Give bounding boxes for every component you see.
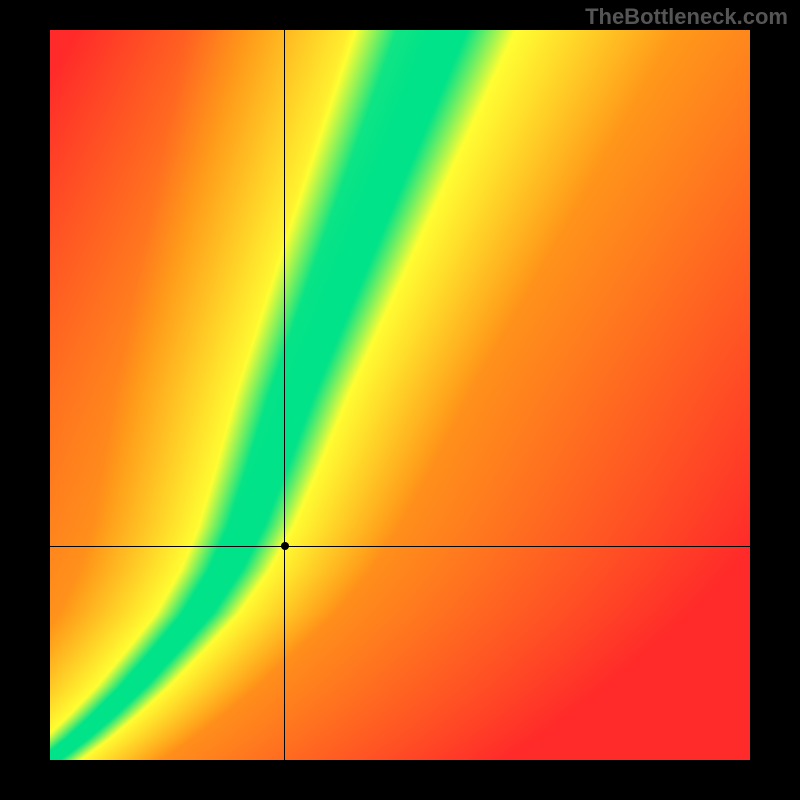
- watermark-text: TheBottleneck.com: [585, 4, 788, 30]
- crosshair-marker-dot: [281, 542, 289, 550]
- crosshair-horizontal: [50, 546, 750, 547]
- crosshair-vertical: [284, 30, 285, 760]
- bottleneck-heatmap: [50, 30, 750, 760]
- chart-container: { "watermark": { "text": "TheBottleneck.…: [0, 0, 800, 800]
